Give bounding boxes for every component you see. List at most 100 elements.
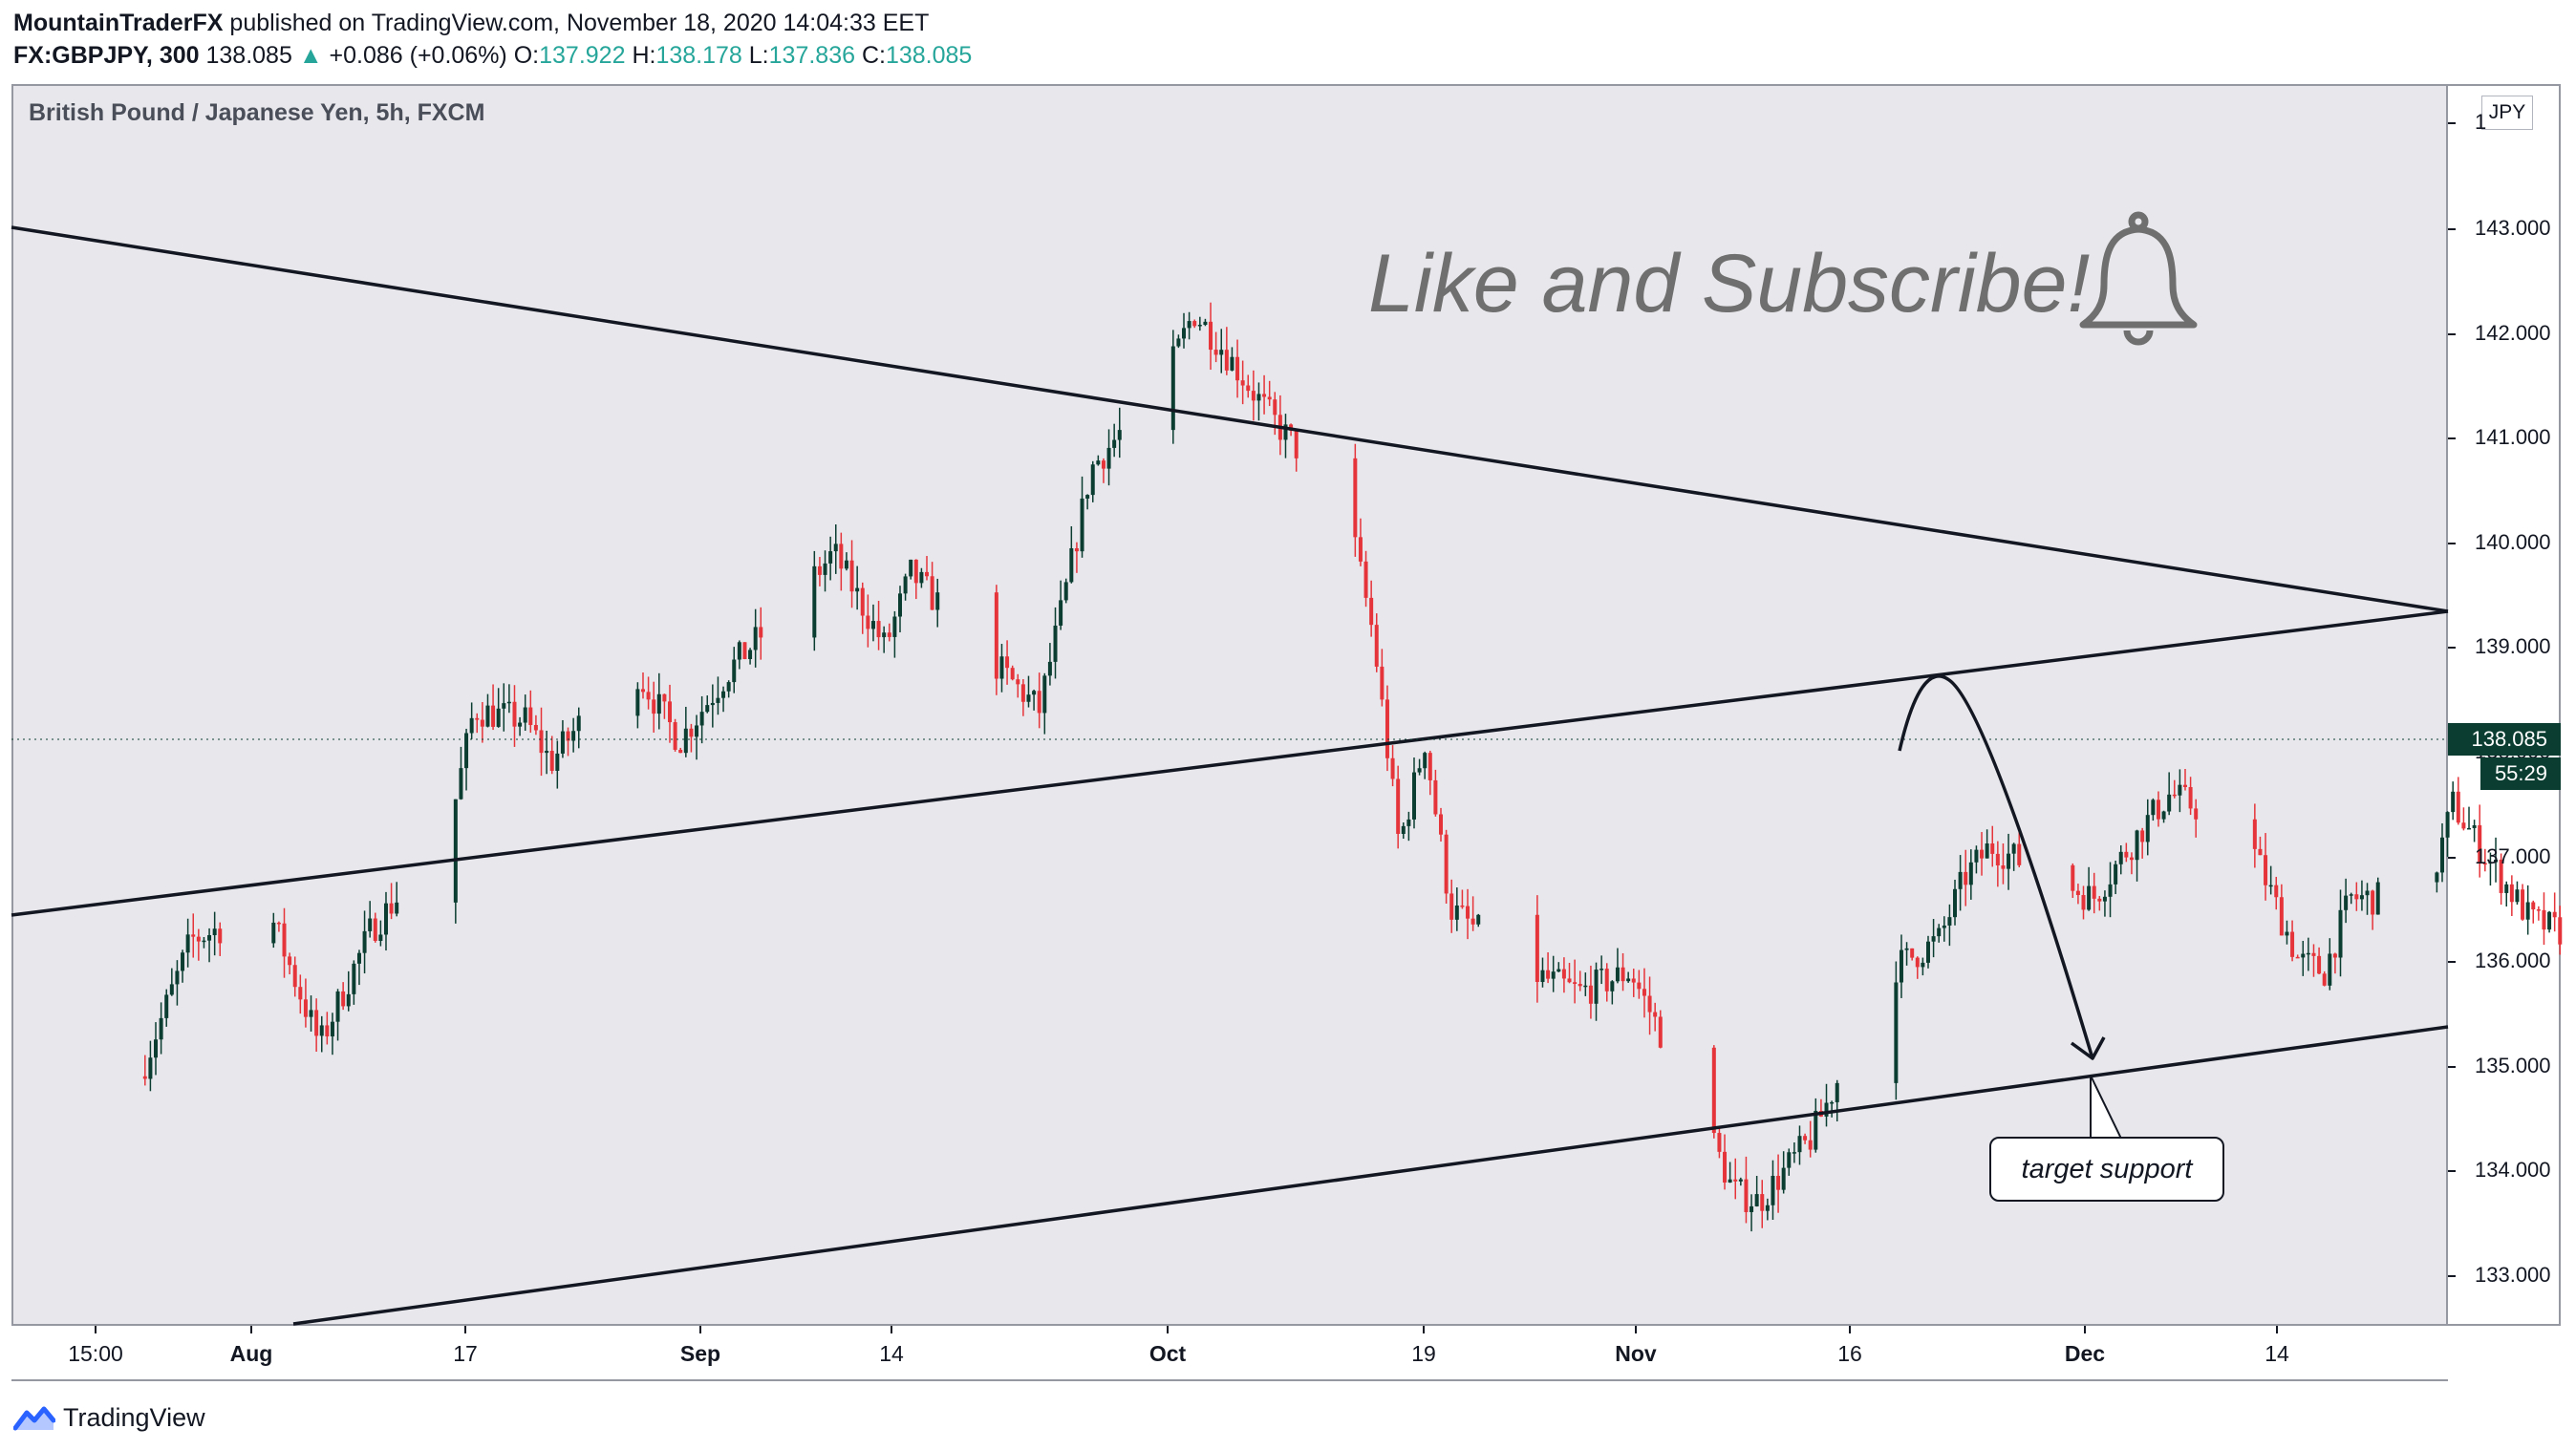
candle-body xyxy=(2145,815,2150,842)
candle-body xyxy=(1444,834,1449,894)
candle-body xyxy=(1781,1167,1786,1190)
candle-body xyxy=(282,923,287,957)
candle-body xyxy=(2285,931,2289,936)
candle-body xyxy=(1931,936,1936,942)
candle-body xyxy=(828,551,833,564)
low-value: 137.836 xyxy=(768,42,856,69)
candle-body xyxy=(1396,778,1401,834)
candle-body xyxy=(469,717,474,734)
symbol-info-line: FX:GBPJPY, 300 138.085 ▲ +0.086 (+0.06%)… xyxy=(13,40,972,71)
candle-body xyxy=(1470,918,1475,925)
candle-body xyxy=(298,987,303,1000)
time-tick-label: Sep xyxy=(679,1341,721,1366)
candle-body xyxy=(1246,385,1251,392)
candle-body xyxy=(839,544,844,569)
candle-body xyxy=(2445,812,2450,838)
price-tick-label: 143.000 xyxy=(2475,216,2551,240)
candle-body xyxy=(459,768,463,800)
symbol-name: FX:GBPJPY, 300 xyxy=(13,42,200,69)
candle-body xyxy=(1974,849,1979,863)
candle-body xyxy=(2461,822,2466,829)
candle-body xyxy=(1090,464,1095,496)
candle-body xyxy=(1637,982,1642,990)
candle-body xyxy=(2547,911,2552,930)
time-axis[interactable] xyxy=(11,1326,2448,1381)
author-name[interactable]: MountainTraderFX xyxy=(13,10,224,36)
candle-body xyxy=(1964,871,1968,885)
candle-body xyxy=(154,1039,159,1058)
price-tick-mark xyxy=(2448,228,2456,230)
candle-body xyxy=(292,965,297,988)
candle-body xyxy=(1776,1175,1781,1190)
candle-body xyxy=(892,616,897,637)
open-label: O: xyxy=(513,42,540,69)
candle-body xyxy=(1990,843,1995,854)
candle-body xyxy=(1642,989,1646,996)
candle-body xyxy=(309,1010,313,1017)
candle-body xyxy=(823,563,827,575)
candle-body xyxy=(849,560,854,592)
candle-body xyxy=(1588,985,1593,1004)
candle-body xyxy=(2071,864,2075,891)
currency-badge[interactable]: JPY xyxy=(2481,96,2533,130)
candle-body xyxy=(362,930,367,953)
candle-body xyxy=(1016,679,1020,685)
candle-body xyxy=(2494,859,2499,863)
candle-body xyxy=(2371,890,2375,915)
candle-body xyxy=(2140,830,2145,842)
candle-body xyxy=(1423,753,1428,769)
candle-body xyxy=(1750,1205,1754,1212)
candle-body xyxy=(1454,905,1459,920)
candle-body xyxy=(1005,656,1010,669)
promo-text: Like and Subscribe! xyxy=(1368,238,2091,330)
candle-body xyxy=(1947,917,1952,926)
last-price: 138.085 xyxy=(205,42,292,69)
time-tick-label: Nov xyxy=(1615,1341,1657,1366)
candle-body xyxy=(759,627,763,638)
candle-body xyxy=(1203,321,1208,326)
high-label: H: xyxy=(632,42,656,69)
candle-body xyxy=(169,984,174,995)
time-tick-label: 16 xyxy=(1837,1341,1862,1366)
candle-body xyxy=(1224,350,1229,371)
candle-body xyxy=(1449,893,1454,920)
candle-body xyxy=(1942,925,1946,928)
change-arrow: ▲ xyxy=(298,42,323,69)
candle-body xyxy=(1658,1016,1663,1048)
price-tick-label: 133.000 xyxy=(2475,1263,2551,1287)
candle-body xyxy=(683,728,688,754)
price-tick-label: 139.000 xyxy=(2475,634,2551,659)
candle-body xyxy=(635,689,640,716)
candle-body xyxy=(2118,851,2123,864)
candle-body xyxy=(319,1025,324,1036)
candle-body xyxy=(1556,969,1561,972)
candle-body xyxy=(1647,995,1652,1013)
footer-brand[interactable]: TradingView xyxy=(63,1402,205,1432)
candle-body xyxy=(1711,1047,1716,1134)
candle-body xyxy=(1968,862,1973,885)
candle-body xyxy=(2306,952,2310,955)
candle-body xyxy=(1904,948,1909,950)
price-axis[interactable] xyxy=(2448,84,2561,1326)
footer: TradingView xyxy=(13,1398,205,1437)
descending-trendline xyxy=(11,225,2449,613)
candle-body xyxy=(512,701,517,727)
candle-body xyxy=(2482,863,2487,865)
candle-body xyxy=(2258,848,2263,856)
candle-body xyxy=(2129,857,2134,861)
candle-body xyxy=(882,632,887,638)
candle-body xyxy=(855,587,860,592)
candle-body xyxy=(1406,819,1411,826)
candle-body xyxy=(1010,668,1015,680)
candle-body xyxy=(335,991,340,1022)
candle-body xyxy=(866,615,870,629)
candle-body xyxy=(395,902,399,914)
candle-body xyxy=(2252,819,2257,849)
candle-body xyxy=(1063,582,1068,601)
candle-body xyxy=(2188,786,2193,809)
candle-body xyxy=(2311,952,2316,956)
candle-body xyxy=(2344,895,2349,910)
price-tick-mark xyxy=(2448,856,2456,859)
tradingview-logo-icon xyxy=(13,1406,55,1431)
candle-body xyxy=(2365,890,2370,896)
